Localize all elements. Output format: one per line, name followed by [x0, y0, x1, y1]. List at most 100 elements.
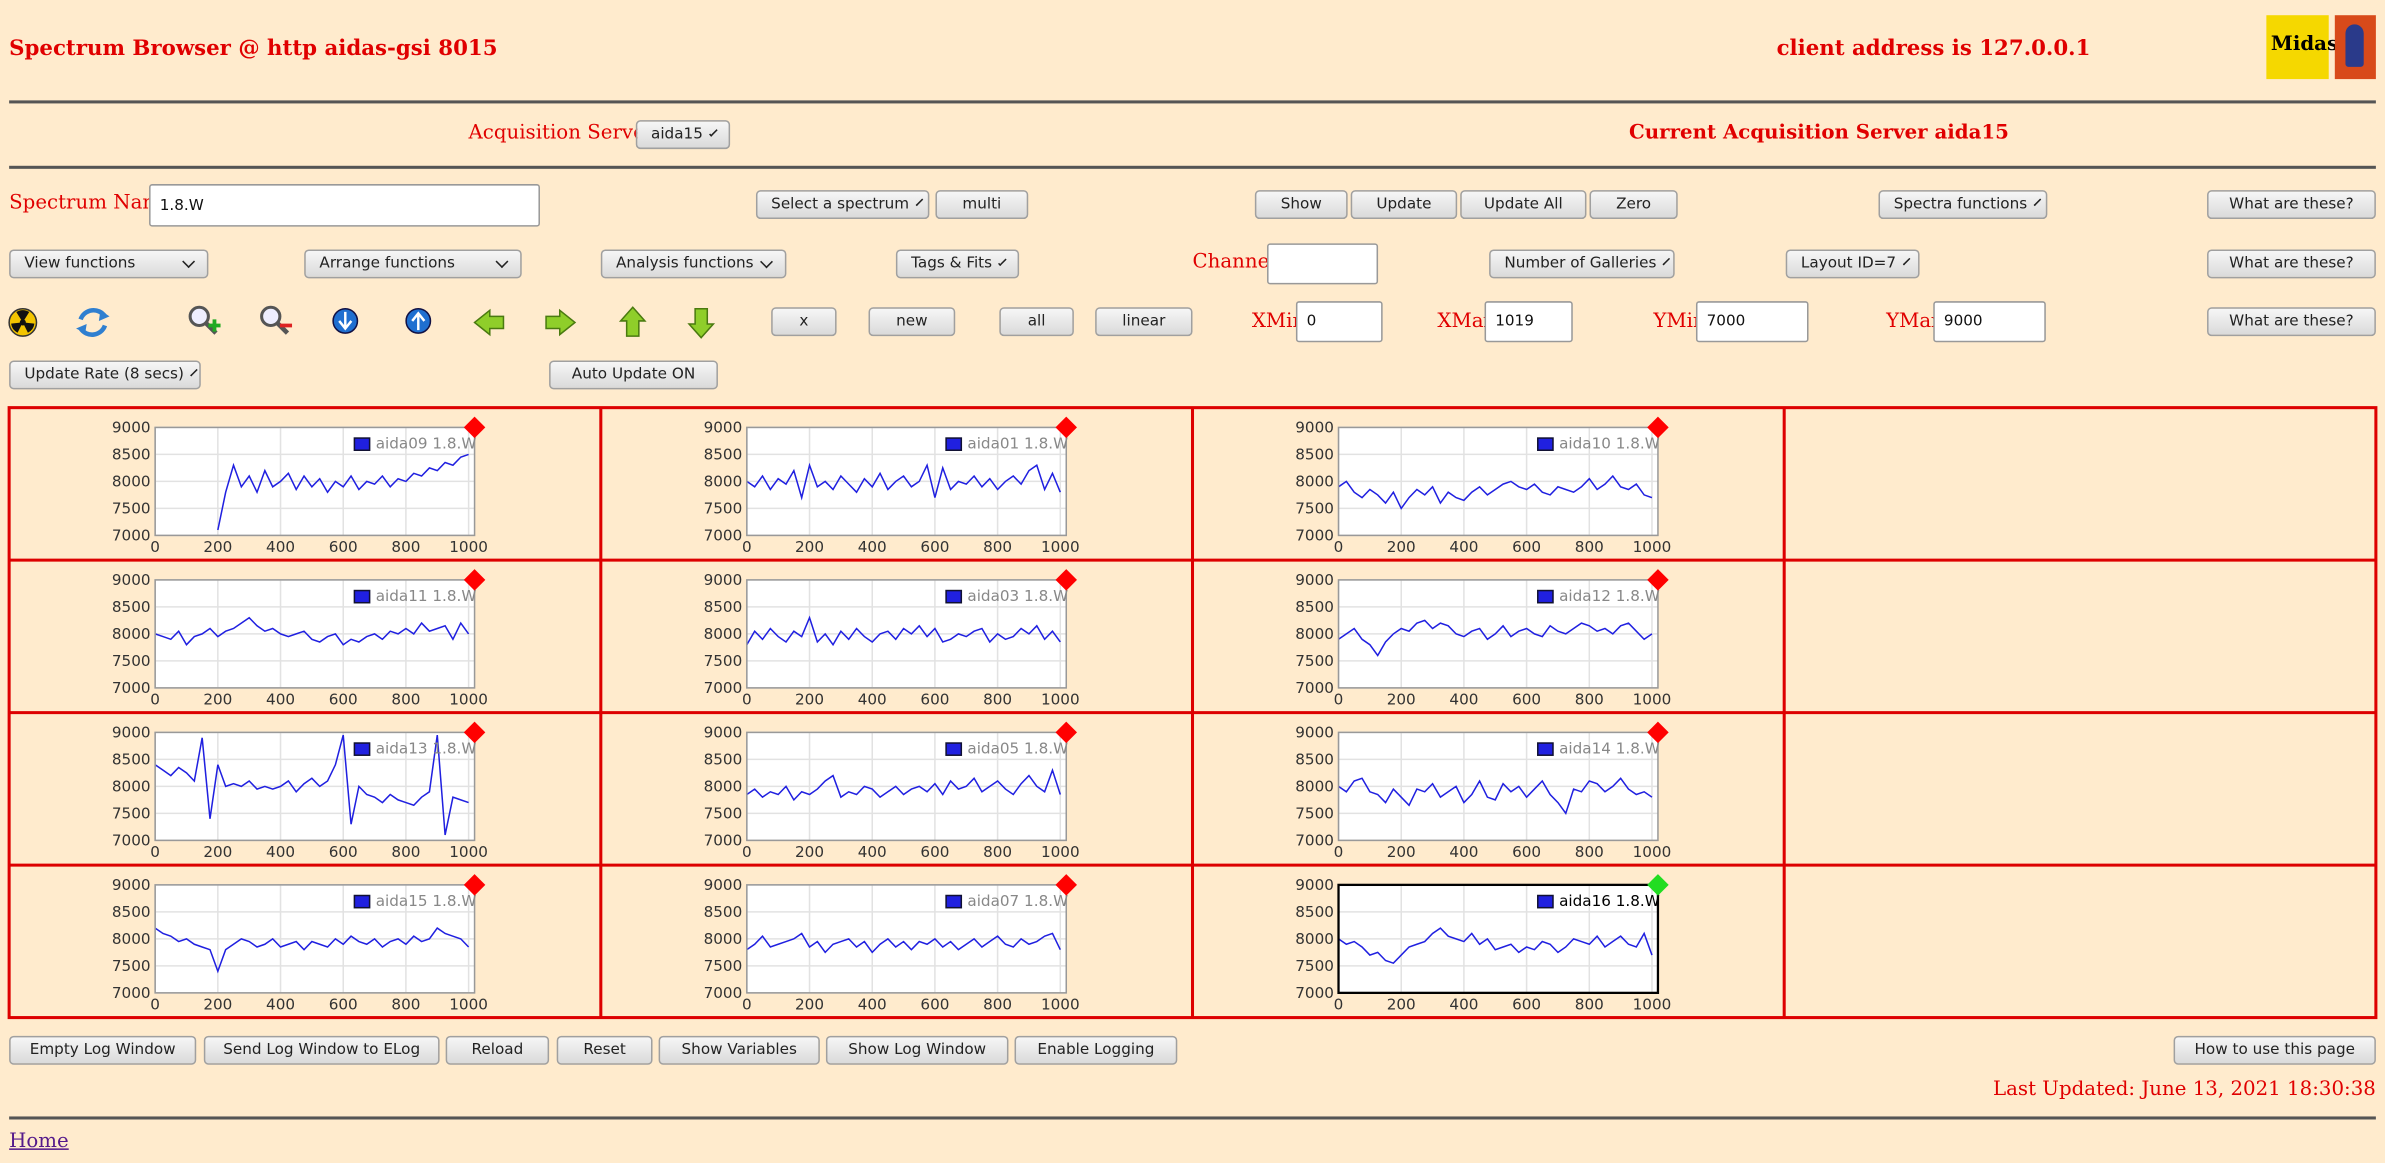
xmin-input[interactable]: 0 — [1295, 301, 1383, 343]
tags-fits[interactable]: Tags & Fits — [895, 249, 1020, 279]
radiation-icon[interactable] — [8, 308, 38, 337]
x-tick-label: 1000 — [449, 996, 488, 1014]
legend-swatch — [945, 742, 963, 756]
plot-frame — [746, 426, 1068, 537]
y-tick-label: 9000 — [1295, 571, 1334, 589]
y-tick-label: 8500 — [704, 598, 743, 616]
layout-id[interactable]: Layout ID=7 — [1785, 249, 1920, 279]
x-tick-label: 400 — [266, 996, 295, 1014]
refresh-icon[interactable] — [76, 308, 110, 337]
view-functions[interactable]: View functions — [9, 249, 209, 279]
x-tick-label: 800 — [1575, 996, 1604, 1014]
right-arrow[interactable] — [545, 308, 577, 337]
scale-down-icon[interactable] — [332, 308, 359, 334]
x-tick-label: 400 — [858, 996, 887, 1014]
y-tick-label: 7500 — [1295, 805, 1334, 823]
auto-update[interactable]: Auto Update ON — [549, 360, 718, 390]
zoom-in-icon[interactable] — [188, 305, 221, 335]
server-select[interactable]: aida15 — [635, 120, 731, 150]
y-tick-label: 8000 — [112, 930, 151, 948]
y-tick-label: 7000 — [704, 984, 743, 1002]
x-tick-label: 800 — [983, 843, 1012, 861]
footer-button[interactable]: Send Log Window to ELog — [203, 1035, 440, 1065]
analysis-functions[interactable]: Analysis functions — [600, 249, 787, 279]
xmax-label: XMax — [1437, 310, 1495, 334]
footer-button[interactable]: Show Variables — [658, 1035, 820, 1065]
spectrum-plot: 7000 7500 8000 8500 9000 0 200 400 600 800 1000 aid… — [112, 721, 488, 861]
scale-up-icon[interactable] — [405, 308, 432, 334]
footer-button[interactable]: Reset — [556, 1035, 653, 1065]
show-button[interactable]: Show — [1254, 190, 1348, 220]
x-tick-label: 400 — [266, 691, 295, 709]
arrange-functions[interactable]: Arrange functions — [304, 249, 522, 279]
zoom-out-icon[interactable] — [260, 305, 293, 335]
spectrum-line — [217, 453, 469, 531]
ymin-label: YMin — [1653, 310, 1706, 334]
multi-button[interactable]: multi — [935, 190, 1029, 220]
spectrum-line — [746, 462, 1061, 501]
y-tick-label: 7500 — [704, 500, 743, 518]
all-button[interactable]: all — [999, 307, 1074, 337]
footer-button[interactable]: Enable Logging — [1014, 1035, 1178, 1065]
y-tick-label: 7000 — [1295, 527, 1334, 545]
y-tick-label: 7000 — [704, 679, 743, 697]
spectrum-name-input[interactable]: 1.8.W — [149, 184, 540, 227]
spectrum-line — [1338, 777, 1653, 816]
linear-button[interactable]: linear — [1095, 307, 1193, 337]
x-tick-label: 1000 — [1041, 843, 1080, 861]
new-button[interactable]: new — [868, 307, 956, 337]
zero-button[interactable]: Zero — [1589, 190, 1678, 220]
separator — [9, 100, 2376, 103]
home-link[interactable]: Home — [9, 1130, 69, 1153]
spectrum-line — [746, 932, 1061, 954]
x-button[interactable]: x — [771, 307, 837, 337]
status-marker — [1647, 416, 1669, 439]
plot-frame — [1337, 731, 1659, 842]
status-marker — [463, 569, 486, 591]
separator — [9, 165, 2376, 169]
update-all-button[interactable]: Update All — [1460, 190, 1587, 220]
y-tick-label: 8000 — [704, 778, 743, 796]
y-tick-label: 8000 — [1295, 778, 1334, 796]
left-arrow[interactable] — [473, 308, 505, 337]
x-tick-label: 800 — [983, 538, 1012, 556]
number-of-galleries[interactable]: Number of Galleries — [1489, 249, 1675, 279]
x-tick-label: 0 — [742, 843, 752, 861]
footer-button[interactable]: Empty Log Window — [9, 1035, 197, 1065]
legend-label: aida01 1.8.W — [967, 435, 1068, 453]
help-button[interactable]: What are these? — [2207, 307, 2376, 337]
plot-frame — [154, 426, 476, 537]
y-tick-label: 7500 — [704, 652, 743, 670]
spectrum-plot: 7000 7500 8000 8500 9000 0 200 400 600 800 1000 aid… — [112, 416, 488, 556]
y-tick-label: 8500 — [112, 446, 151, 464]
x-tick-label: 200 — [795, 691, 824, 709]
footer-button[interactable]: Show Log Window — [825, 1035, 1009, 1065]
x-tick-label: 800 — [983, 996, 1012, 1014]
select-spectrum[interactable]: Select a spectrum — [755, 190, 930, 220]
y-tick-label: 9000 — [1295, 419, 1334, 437]
x-tick-label: 0 — [742, 996, 752, 1014]
plot-frame — [1337, 883, 1660, 995]
help-button[interactable]: What are these? — [2207, 190, 2376, 220]
spectrum-plot: 7000 7500 8000 8500 9000 0 200 400 600 800 1000 aid… — [1295, 569, 1671, 709]
channel-input[interactable] — [1267, 243, 1379, 285]
x-tick-label: 1000 — [449, 843, 488, 861]
how-to-button[interactable]: How to use this page — [2173, 1035, 2376, 1065]
logo-text: Midas — [2270, 33, 2339, 57]
ymax-label: YMax — [1886, 310, 1943, 334]
legend-swatch — [353, 437, 371, 451]
help-button[interactable]: What are these? — [2207, 249, 2376, 279]
spectrum-plot: 7000 7500 8000 8500 9000 0 200 400 600 800 1000 aid… — [1295, 416, 1671, 556]
down-arrow[interactable] — [687, 308, 716, 339]
ymin-input[interactable]: 7000 — [1695, 301, 1809, 343]
y-tick-label: 7000 — [1295, 679, 1334, 697]
footer-button[interactable]: Reload — [445, 1035, 550, 1065]
update-rate[interactable]: Update Rate (8 secs) — [9, 360, 201, 390]
spectrum-plot: 7000 7500 8000 8500 9000 0 200 400 600 800 1000 aid… — [112, 569, 488, 709]
ymax-input[interactable]: 9000 — [1933, 301, 2046, 343]
spectra-functions[interactable]: Spectra functions — [1878, 190, 2048, 220]
xmax-input[interactable]: 1019 — [1484, 301, 1573, 343]
up-arrow[interactable] — [618, 306, 647, 337]
update-button[interactable]: Update — [1350, 190, 1458, 220]
